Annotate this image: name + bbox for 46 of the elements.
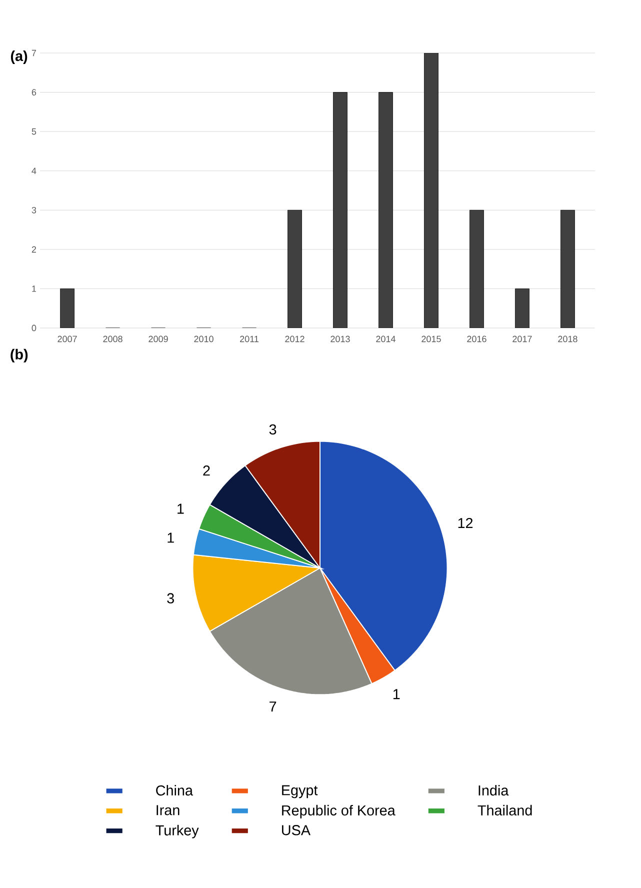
data-label: 1 xyxy=(178,504,184,514)
x-tick-label: 2008 xyxy=(103,336,122,342)
chart-title: (a) xyxy=(10,50,28,64)
x-tick-label: 2013 xyxy=(330,336,350,342)
y-tick-label: 1 xyxy=(32,286,36,292)
bar xyxy=(515,288,530,328)
data-label: 7 xyxy=(270,702,276,712)
bar xyxy=(424,52,438,328)
data-label: 2 xyxy=(203,466,210,476)
y-tick-label: 0 xyxy=(32,324,36,332)
x-tick-label: 2016 xyxy=(467,336,486,342)
x-tick-label: 2017 xyxy=(512,336,532,342)
y-tick-label: 7 xyxy=(32,50,36,56)
y-tick-label: 5 xyxy=(32,128,36,135)
x-tick-label: 2014 xyxy=(376,336,396,342)
y-tick-label: 6 xyxy=(32,89,36,96)
x-tick-label: 2009 xyxy=(148,336,168,342)
legend-label: Republic of Korea xyxy=(282,804,396,818)
chart-title: (b) xyxy=(10,348,28,362)
data-label: 1 xyxy=(393,689,400,700)
x-tick-label: 2010 xyxy=(194,336,214,342)
legend-label: Thailand xyxy=(478,804,532,816)
y-tick-label: 2 xyxy=(32,246,36,253)
x-tick-label: 2007 xyxy=(58,336,77,342)
bar xyxy=(378,92,393,328)
legend-label: China xyxy=(156,785,193,796)
legend-label: Egypt xyxy=(282,785,318,798)
x-tick-label: 2015 xyxy=(422,336,441,342)
bar xyxy=(288,210,302,328)
bar xyxy=(333,92,348,328)
data-label: 12 xyxy=(458,518,473,528)
x-tick-label: 2018 xyxy=(558,336,578,342)
data-label: 3 xyxy=(167,593,174,604)
bar xyxy=(60,288,74,328)
x-tick-label: 2011 xyxy=(240,336,258,342)
legend-label: Iran xyxy=(156,805,180,816)
x-tick-label: 2012 xyxy=(285,336,304,342)
data-label: 3 xyxy=(269,424,276,435)
legend-label: USA xyxy=(282,825,310,836)
y-tick-label: 3 xyxy=(32,206,36,214)
bar xyxy=(470,210,484,328)
legend-label: India xyxy=(478,785,509,796)
y-tick-label: 4 xyxy=(32,168,36,174)
legend-label: Turkey xyxy=(156,824,199,838)
data-label: 1 xyxy=(168,532,174,543)
bar xyxy=(560,210,575,328)
